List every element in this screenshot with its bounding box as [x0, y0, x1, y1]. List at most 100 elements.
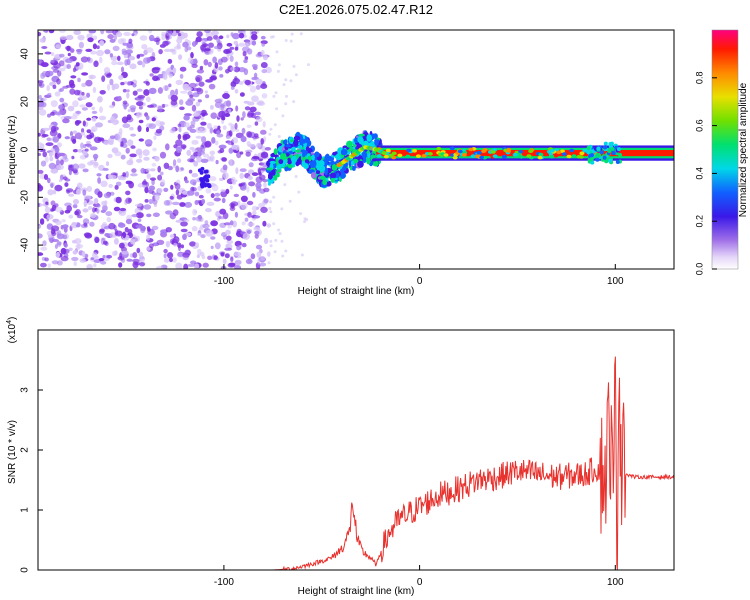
noise-blob	[152, 212, 160, 218]
signal-blob	[360, 138, 364, 143]
noise-blob	[44, 30, 49, 34]
noise-blob	[196, 254, 200, 259]
noise-blob	[263, 187, 270, 193]
signal-blob	[340, 168, 345, 173]
noise-blob	[267, 261, 271, 265]
noise-blob	[76, 188, 81, 195]
noise-blob	[136, 111, 143, 118]
noise-blob	[183, 115, 190, 121]
noise-blob	[187, 126, 192, 131]
noise-blob	[182, 233, 187, 241]
noise-blob	[45, 142, 54, 147]
noise-blob	[191, 173, 199, 178]
noise-blob	[214, 192, 221, 197]
noise-blob	[131, 168, 137, 173]
noise-blob	[244, 40, 251, 47]
noise-blob	[189, 158, 195, 163]
noise-blob	[50, 200, 56, 206]
noise-blob	[219, 74, 224, 78]
noise-blob	[87, 161, 94, 166]
signal-blob	[476, 150, 482, 155]
noise-blob	[220, 104, 225, 111]
noise-blob	[196, 31, 203, 38]
noise-blob	[204, 140, 212, 148]
noise-blob	[44, 206, 51, 214]
noise-blob	[234, 89, 239, 94]
noise-blob	[229, 206, 236, 212]
noise-blob	[261, 42, 266, 47]
signal-blob	[566, 154, 572, 159]
noise-blob	[78, 41, 84, 49]
noise-blob	[260, 49, 265, 56]
noise-blob	[103, 240, 108, 245]
noise-blob	[151, 117, 156, 122]
noise-blob	[51, 225, 60, 232]
noise-blob	[104, 233, 110, 237]
signal-blob	[276, 172, 280, 178]
noise-blob	[56, 233, 65, 240]
noise-blob	[222, 164, 228, 171]
noise-blob	[150, 168, 156, 172]
noise-blob	[240, 185, 247, 191]
noise-blob	[229, 185, 233, 190]
noise-blob	[189, 94, 194, 99]
noise-blob	[161, 33, 166, 41]
noise-blob	[50, 183, 54, 189]
signal-blob	[269, 160, 276, 164]
noise-blob	[243, 100, 250, 104]
signal-blob	[556, 150, 562, 155]
noise-blob	[167, 58, 173, 64]
noise-blob	[73, 198, 79, 205]
noise-blob	[69, 48, 75, 53]
noise-blob	[234, 46, 239, 51]
noise-blob	[39, 38, 46, 43]
noise-blob	[48, 162, 56, 170]
noise-blob	[260, 35, 266, 40]
noise-blob	[82, 150, 88, 156]
noise-blob	[195, 126, 203, 134]
noise-blob	[191, 104, 197, 112]
noise-blob	[177, 133, 182, 140]
noise-blob	[153, 135, 157, 140]
noise-blob	[50, 125, 57, 133]
noise-blob	[141, 180, 148, 186]
signal-blob	[362, 140, 369, 147]
noise-blob	[211, 30, 219, 36]
noise-blob	[97, 191, 103, 198]
noise-blob	[112, 45, 120, 52]
colorbar-tick-label: 0.2	[694, 215, 704, 228]
noise-blob	[179, 202, 186, 207]
signal-blob	[366, 157, 371, 165]
noise-blob	[38, 184, 44, 192]
noise-blob	[213, 197, 221, 202]
noise-blob	[280, 239, 284, 243]
noise-blob	[255, 84, 261, 90]
noise-blob	[148, 30, 153, 34]
noise-blob	[186, 149, 192, 156]
noise-blob	[172, 159, 177, 166]
noise-blob	[260, 255, 266, 261]
noise-blob	[195, 135, 203, 139]
noise-blob	[114, 184, 119, 190]
noise-blob	[156, 239, 165, 245]
y-tick-label: -20	[20, 190, 31, 205]
noise-blob	[204, 30, 211, 34]
noise-blob	[245, 258, 253, 265]
noise-blob	[273, 123, 277, 127]
x-tick-label: 100	[607, 577, 624, 588]
signal-blob	[324, 167, 329, 174]
noise-blob	[245, 151, 251, 157]
noise-blob	[64, 182, 69, 188]
noise-blob	[98, 258, 105, 262]
signal-blob	[482, 148, 488, 152]
signal-blob	[266, 167, 274, 171]
noise-blob	[221, 157, 227, 162]
noise-blob	[234, 122, 238, 130]
noise-blob	[147, 228, 155, 236]
noise-blob	[244, 79, 251, 86]
signal-blob	[376, 154, 382, 158]
noise-blob	[175, 79, 183, 86]
noise-blob	[225, 100, 232, 107]
noise-blob	[230, 256, 234, 262]
noise-blob	[273, 250, 277, 254]
